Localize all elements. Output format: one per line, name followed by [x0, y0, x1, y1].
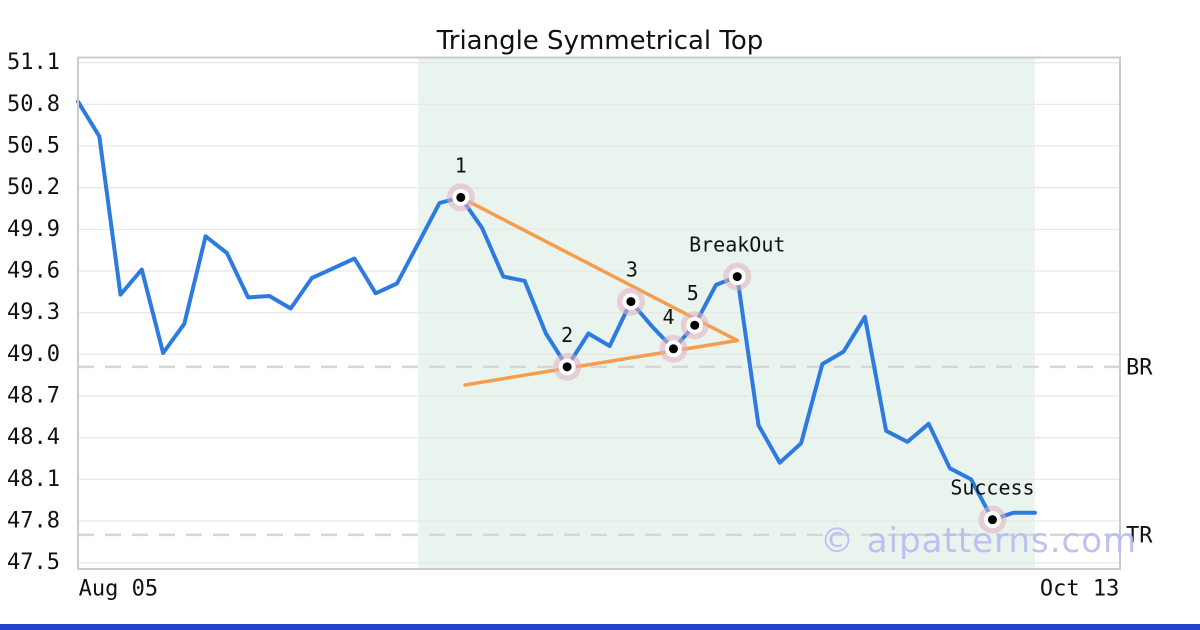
y-tick-label: 48.4 — [7, 425, 60, 450]
y-tick-label: 50.8 — [7, 92, 60, 117]
chart-title: Triangle Symmetrical Top — [436, 26, 764, 56]
y-tick-label: 49.0 — [7, 342, 60, 367]
y-tick-label: 51.1 — [7, 50, 60, 75]
annotation-label-breakout: BreakOut — [689, 233, 785, 257]
annotation-label-success: Success — [950, 476, 1034, 500]
annotation-label-3: 3 — [626, 258, 638, 282]
marker-dot — [562, 362, 572, 372]
annotation-label-5: 5 — [687, 281, 699, 305]
watermark: © aipatterns.com — [820, 521, 1138, 561]
annotation-label-4: 4 — [662, 305, 674, 329]
marker-dot — [690, 320, 700, 330]
level-label-tr: TR — [1126, 523, 1153, 548]
x-tick-label: Oct 13 — [1040, 577, 1119, 602]
price-line — [76, 99, 1037, 522]
annotation-label-2: 2 — [561, 323, 573, 347]
marker-dot — [626, 297, 636, 307]
y-tick-label: 49.6 — [7, 259, 60, 284]
y-tick-label: 48.7 — [7, 384, 60, 409]
marker-dot — [668, 344, 678, 354]
y-tick-label: 49.9 — [7, 217, 60, 242]
level-label-br: BR — [1126, 355, 1153, 380]
marker-dot — [732, 272, 742, 282]
y-tick-label: 47.8 — [7, 509, 60, 534]
y-tick-label: 47.5 — [7, 550, 60, 575]
annotation-label-1: 1 — [455, 153, 467, 177]
y-tick-label: 50.2 — [7, 175, 60, 200]
bottom-accent-bar — [0, 624, 1200, 630]
y-tick-label: 49.3 — [7, 300, 60, 325]
trendline-lower — [463, 338, 740, 387]
x-tick-label: Aug 05 — [79, 577, 158, 602]
marker-dot — [456, 192, 466, 202]
marker-dot — [987, 515, 997, 525]
plot-border — [77, 56, 1121, 570]
y-tick-label: 50.5 — [7, 134, 60, 159]
y-tick-label: 48.1 — [7, 467, 60, 492]
